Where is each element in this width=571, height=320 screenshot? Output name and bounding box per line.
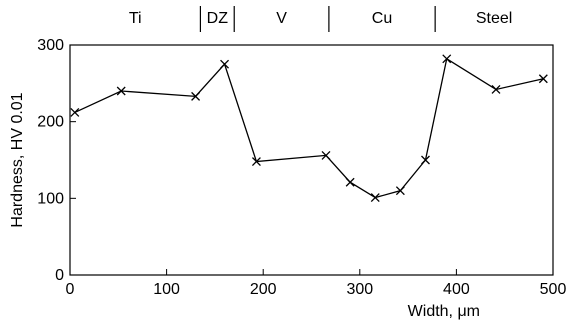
data-point-5 [321, 150, 331, 160]
plot-area-frame [69, 44, 554, 276]
region-label-4: Steel [476, 10, 512, 27]
y-tick-label-1: 100 [37, 190, 64, 207]
data-point-6 [345, 177, 355, 187]
data-point-10 [442, 54, 452, 64]
data-point-4 [251, 157, 261, 166]
data-series [70, 54, 548, 203]
data-point-12 [538, 74, 548, 84]
y-tick-label-2: 200 [37, 114, 64, 131]
region-label-2: V [276, 10, 287, 27]
data-point-7 [370, 193, 380, 203]
data-point-0 [70, 108, 80, 117]
x-tick-label-2: 200 [250, 281, 277, 298]
data-point-11 [491, 85, 501, 94]
x-tick-label-3: 300 [346, 281, 373, 298]
region-labels: Ti DZ V Cu Steel [129, 6, 512, 32]
region-label-3: Cu [372, 10, 392, 27]
series-line-0 [74, 57, 544, 199]
x-axis-label: Width, μm [408, 303, 480, 320]
region-label-0: Ti [129, 10, 142, 27]
axis-ticks: 0 100 200 300 400 500 0 100 200 300 [37, 37, 566, 298]
y-tick-label-3: 300 [37, 37, 64, 54]
x-tick-label-4: 400 [443, 281, 470, 298]
x-tick-label-1: 100 [153, 281, 180, 298]
data-point-1 [116, 86, 126, 96]
data-point-2 [191, 91, 201, 101]
data-point-3 [220, 59, 230, 69]
region-label-1: DZ [207, 10, 229, 27]
data-point-8 [395, 186, 405, 196]
data-point-9 [421, 155, 430, 165]
y-tick-label-0: 0 [55, 267, 64, 284]
y-axis-label: Hardness, HV 0.01 [9, 92, 26, 227]
x-tick-label-0: 0 [66, 281, 75, 298]
x-tick-label-5: 500 [540, 281, 567, 298]
